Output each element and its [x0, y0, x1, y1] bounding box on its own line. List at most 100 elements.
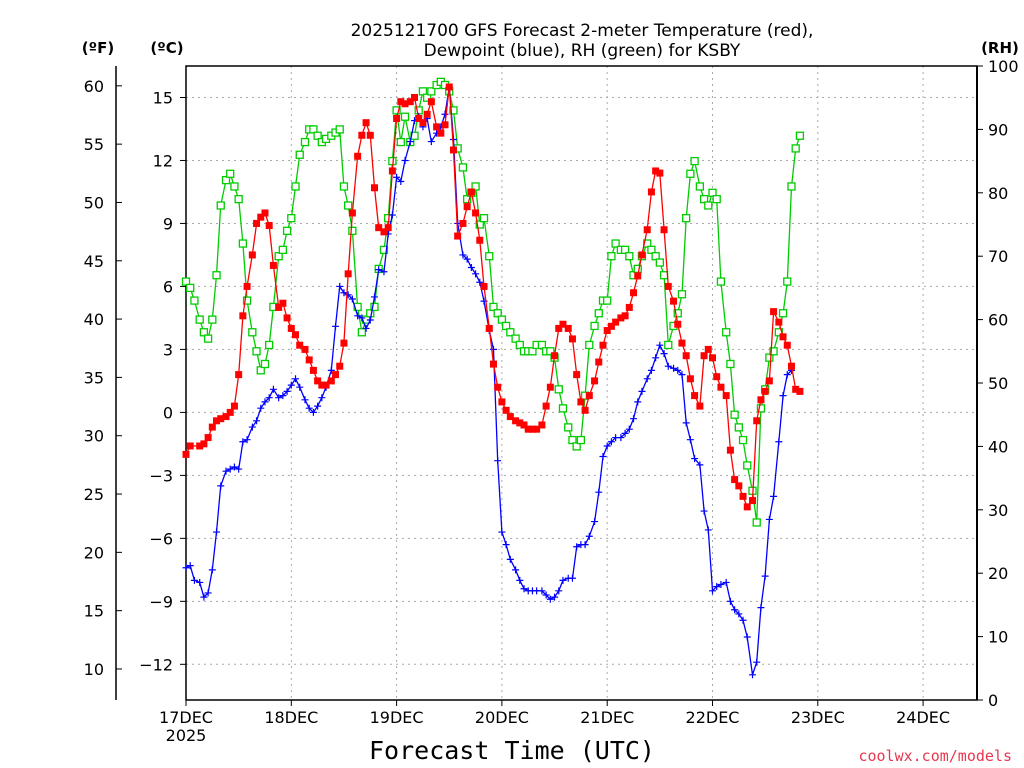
dewpoint-point [630, 415, 638, 423]
dewpoint-point [380, 268, 388, 276]
chart-title-line1: 2025121700 GFS Forecast 2-meter Temperat… [351, 21, 814, 41]
x-tick-label: 23DEC [791, 708, 845, 727]
rh-point [485, 252, 494, 261]
dewpoint-point [287, 381, 295, 389]
celsius-tick-label: 3 [163, 340, 173, 359]
series-dewpoint [182, 83, 795, 679]
rh-point [344, 201, 353, 210]
dewpoint-point [340, 289, 348, 297]
rh-point [704, 201, 713, 210]
dewpoint-point [726, 597, 734, 605]
temperature-point [533, 425, 541, 433]
series-rh [181, 77, 805, 527]
dewpoint-point [253, 417, 261, 425]
temperature-point [722, 392, 730, 400]
dewpoint-point [516, 576, 524, 584]
dewpoint-point [731, 606, 739, 614]
rh-point [603, 296, 612, 305]
rh-point [734, 423, 743, 432]
temperature-point [660, 226, 668, 234]
rh-tick-label: 20 [988, 564, 1008, 583]
temperature-point [726, 446, 734, 454]
dewpoint-point [190, 576, 198, 584]
rh-point [208, 315, 217, 324]
dewpoint-point [591, 518, 599, 526]
dewpoint-point [186, 562, 194, 570]
dewpoint-point [603, 442, 611, 450]
dewpoint-point [427, 138, 435, 146]
temperature-point [279, 299, 287, 307]
temperature-point [226, 408, 234, 416]
temperature-point [427, 98, 435, 106]
x-tick-sublabel: 2025 [166, 726, 207, 745]
fahrenheit-tick-label: 10 [84, 660, 104, 679]
dewpoint-point [599, 452, 607, 460]
temperature-point [467, 188, 475, 196]
temperature-point [388, 167, 396, 175]
temperature-point [621, 312, 629, 320]
dewpoint-point [595, 488, 603, 496]
dewpoint-point [696, 461, 704, 469]
dewpoint-point [296, 383, 304, 391]
dewpoint-point [265, 394, 273, 402]
temperature-point [498, 398, 506, 406]
temperature-point [743, 503, 751, 511]
dewpoint-point [305, 404, 313, 412]
temperature-point [691, 392, 699, 400]
temperature-point [731, 476, 739, 484]
dewpoint-point [476, 278, 484, 286]
temperature-point [634, 272, 642, 280]
rh-point [655, 258, 664, 267]
rh-point [791, 144, 800, 153]
dewpoint-point [498, 528, 506, 536]
temperature-point [305, 356, 313, 364]
dewpoint-point [546, 595, 554, 603]
dewpoint-point [467, 264, 475, 272]
dewpoint-point [506, 555, 514, 563]
rh-point [396, 137, 405, 147]
temperature-point [309, 366, 317, 374]
temperature-point [686, 375, 694, 383]
rh-point [686, 169, 695, 178]
temperature-point [480, 282, 488, 290]
dewpoint-point [366, 316, 374, 324]
temperature-point [779, 333, 787, 341]
temperature-point [393, 114, 401, 122]
rh-point [722, 328, 731, 337]
temperature-point [200, 440, 208, 448]
temperature-point [243, 282, 251, 290]
temperature-point [213, 417, 221, 425]
rh-point [489, 302, 498, 312]
temperature-point [761, 387, 769, 395]
dewpoint-point [765, 515, 773, 523]
dewpoint-point [397, 177, 405, 185]
dewpoint-point [551, 593, 559, 601]
rh-point [572, 442, 581, 451]
temperature-point [717, 383, 725, 391]
dewpoint-point [318, 394, 326, 402]
rh-point [677, 290, 687, 299]
temperature-point [182, 450, 190, 458]
rh-point [769, 347, 778, 356]
dewpoint-point [204, 589, 212, 597]
rh-point [730, 410, 739, 419]
dewpoint-point [568, 574, 576, 582]
temperature-point [735, 482, 743, 490]
rh-point [590, 321, 599, 331]
rh-point [558, 404, 568, 413]
temperature-point [217, 415, 225, 423]
rh-point [659, 271, 669, 280]
rh-axis-label: (RH) [981, 39, 1019, 57]
temperature-point [652, 167, 660, 175]
x-tick-label: 24DEC [896, 708, 950, 727]
rh-point [278, 245, 288, 255]
temperature-point [253, 219, 261, 227]
rh-point [511, 334, 520, 343]
dewpoint-point [301, 396, 309, 404]
temperature-point [564, 324, 572, 332]
rh-point [795, 131, 805, 140]
rh-point [230, 182, 239, 191]
temperature-point [354, 152, 362, 160]
dewpoint-point [647, 366, 655, 374]
rh-point [291, 182, 300, 191]
